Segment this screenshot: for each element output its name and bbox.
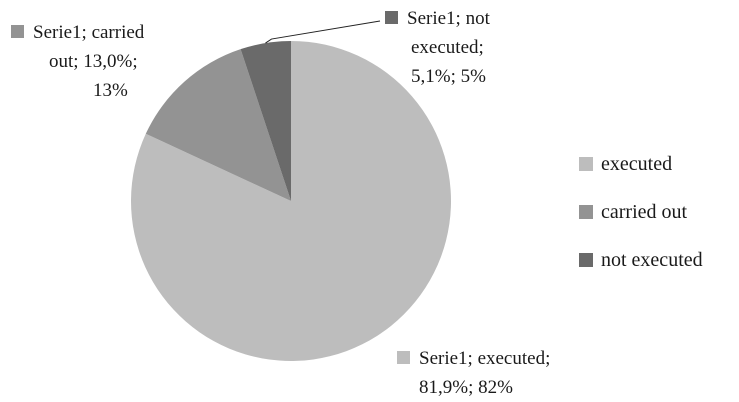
legend-label-executed: executed bbox=[601, 152, 673, 175]
legend-item-not-executed: not executed bbox=[579, 236, 703, 284]
legend-item-carried-out: carried out bbox=[579, 188, 703, 236]
legend-label-carried-out: carried out bbox=[601, 200, 688, 223]
data-label-executed-line-2: 81,9%; 82% bbox=[419, 377, 513, 398]
label-swatch-executed bbox=[397, 351, 410, 364]
data-label-not-executed: Serie1; not executed; 5,1%; 5% bbox=[385, 4, 545, 91]
data-label-not-executed-line-2: executed; bbox=[411, 37, 484, 58]
legend-swatch-not-executed bbox=[579, 253, 593, 267]
label-swatch-carried-out bbox=[11, 25, 24, 38]
legend-swatch-carried-out bbox=[579, 205, 593, 219]
leader-line-not-executed bbox=[265, 20, 381, 44]
data-label-executed-line-1: Serie1; executed; bbox=[419, 348, 551, 369]
legend-swatch-executed bbox=[579, 157, 593, 171]
data-label-carried-out-line-3: 13% bbox=[93, 80, 128, 101]
data-label-carried-out-line-2: out; 13,0%; bbox=[49, 51, 138, 72]
label-swatch-not-executed bbox=[385, 11, 398, 24]
data-label-carried-out: Serie1; carried out; 13,0%; 13% bbox=[11, 18, 201, 105]
data-label-executed: Serie1; executed; 81,9%; 82% bbox=[397, 344, 550, 402]
data-label-not-executed-line-1: Serie1; not bbox=[407, 8, 490, 29]
data-label-carried-out-line-1: Serie1; carried bbox=[33, 22, 145, 43]
pie-slice-carried-out bbox=[145, 49, 291, 201]
pie-slice-not-executed bbox=[240, 41, 291, 201]
legend-label-not-executed: not executed bbox=[601, 248, 703, 271]
data-label-not-executed-line-3: 5,1%; 5% bbox=[411, 66, 486, 87]
legend-item-executed: executed bbox=[579, 140, 703, 188]
chart-legend: executed carried out not executed bbox=[579, 140, 703, 284]
